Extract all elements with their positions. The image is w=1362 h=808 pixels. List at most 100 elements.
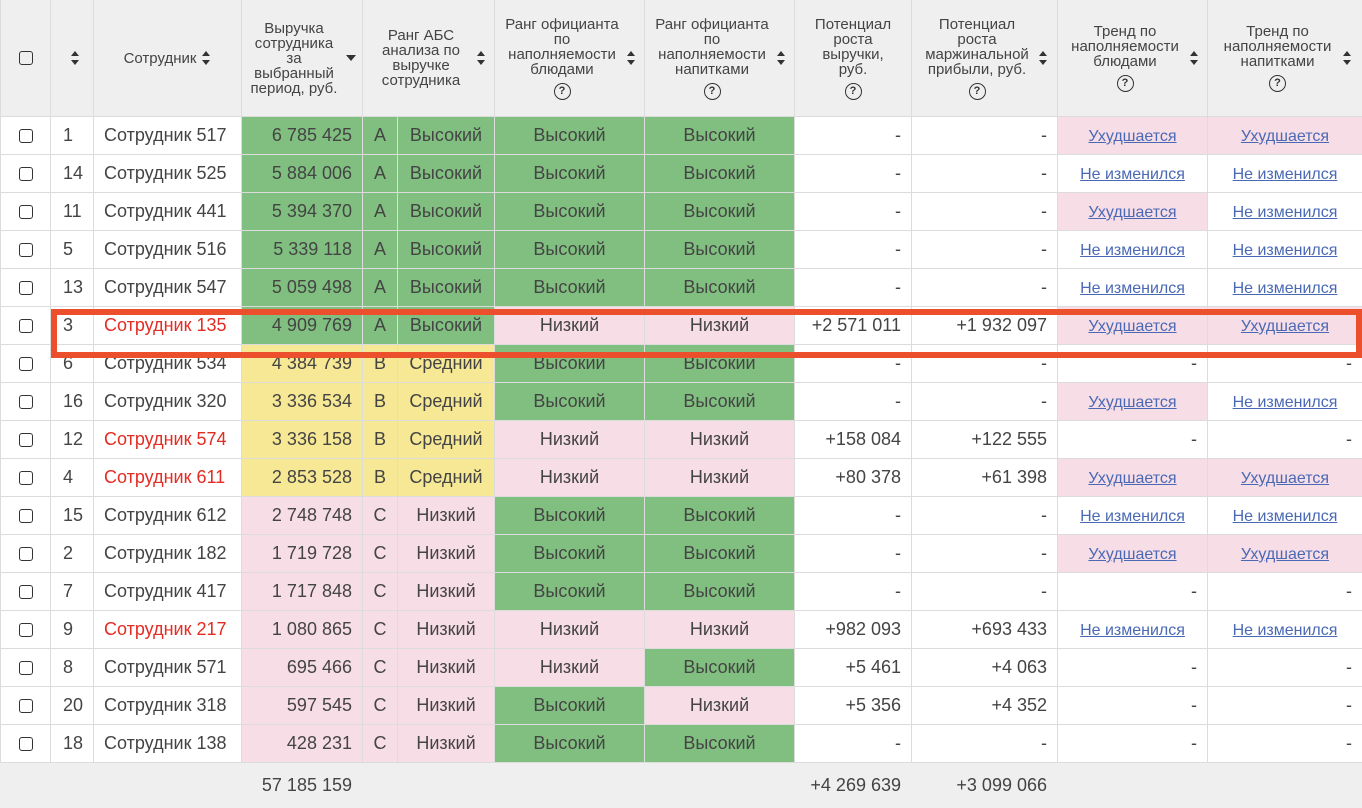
- row-checkbox[interactable]: [19, 623, 33, 637]
- row-checkbox[interactable]: [19, 699, 33, 713]
- row-checkbox[interactable]: [19, 661, 33, 675]
- help-icon[interactable]: ?: [554, 83, 571, 100]
- trend-link[interactable]: Ухудшается: [1088, 470, 1176, 487]
- header-employee[interactable]: Сотрудник: [94, 0, 242, 117]
- sort-icon[interactable]: [627, 51, 636, 65]
- row-select-cell: [1, 611, 51, 649]
- abc-letter-cell: A: [363, 193, 398, 231]
- trend-link[interactable]: Ухудшается: [1088, 318, 1176, 335]
- header-index[interactable]: [51, 0, 94, 117]
- row-checkbox[interactable]: [19, 547, 33, 561]
- revenue-growth-cell: +2 571 011: [795, 307, 912, 345]
- select-all-checkbox[interactable]: [19, 51, 33, 65]
- trend-link[interactable]: Не изменился: [1080, 622, 1185, 639]
- trend-link[interactable]: Не изменился: [1233, 394, 1338, 411]
- drinks-rank-cell: Высокий: [645, 573, 795, 611]
- trend-cell: -: [1208, 725, 1362, 763]
- help-icon[interactable]: ?: [845, 83, 862, 100]
- trend-link[interactable]: Не изменился: [1080, 280, 1185, 297]
- row-select-cell: [1, 573, 51, 611]
- row-checkbox[interactable]: [19, 471, 33, 485]
- trend-link[interactable]: Не изменился: [1080, 242, 1185, 259]
- revenue-cell: 2 853 528: [242, 459, 363, 497]
- trend-link[interactable]: Ухудшается: [1088, 128, 1176, 145]
- sort-icon[interactable]: [71, 51, 80, 65]
- row-checkbox[interactable]: [19, 319, 33, 333]
- trend-link[interactable]: Не изменился: [1233, 622, 1338, 639]
- help-icon[interactable]: ?: [969, 83, 986, 100]
- row-checkbox[interactable]: [19, 281, 33, 295]
- margin-growth-cell: -: [912, 383, 1058, 421]
- header-trend-dishes[interactable]: Тренд по наполняемости блюдами?: [1058, 0, 1208, 117]
- row-checkbox[interactable]: [19, 243, 33, 257]
- drinks-rank-cell: Низкий: [645, 459, 795, 497]
- help-icon[interactable]: ?: [1269, 75, 1286, 92]
- sort-icon[interactable]: [777, 51, 786, 65]
- trend-link[interactable]: Не изменился: [1080, 166, 1185, 183]
- sort-desc-icon[interactable]: [346, 55, 356, 61]
- dishes-rank-cell: Высокий: [495, 231, 645, 269]
- trend-cell: Ухудшается: [1208, 535, 1362, 573]
- sort-icon[interactable]: [202, 51, 211, 65]
- header-dishes-rank[interactable]: Ранг официанта по наполняемости блюдами?: [495, 0, 645, 117]
- trend-link[interactable]: Не изменился: [1233, 280, 1338, 297]
- row-checkbox[interactable]: [19, 395, 33, 409]
- trend-link[interactable]: Не изменился: [1233, 166, 1338, 183]
- trend-link[interactable]: Ухудшается: [1088, 204, 1176, 221]
- trend-link[interactable]: Не изменился: [1080, 508, 1185, 525]
- row-checkbox[interactable]: [19, 167, 33, 181]
- row-checkbox[interactable]: [19, 737, 33, 751]
- header-margin-growth[interactable]: Потенциал роста маржинальной прибыли, ру…: [912, 0, 1058, 117]
- sort-icon[interactable]: [1190, 51, 1199, 65]
- abc-rank-cell: Высокий: [398, 117, 495, 155]
- header-trend-drinks[interactable]: Тренд по наполняемости напитками?: [1208, 0, 1362, 117]
- margin-growth-cell: +1 932 097: [912, 307, 1058, 345]
- margin-growth-cell: -: [912, 535, 1058, 573]
- row-checkbox[interactable]: [19, 509, 33, 523]
- sort-icon[interactable]: [1343, 51, 1352, 65]
- row-checkbox[interactable]: [19, 129, 33, 143]
- header-abc-rank[interactable]: Ранг АБС анализа по выручке сотрудника: [363, 0, 495, 117]
- sort-icon[interactable]: [477, 51, 486, 65]
- row-checkbox[interactable]: [19, 357, 33, 371]
- trend-link[interactable]: Ухудшается: [1241, 546, 1329, 563]
- row-checkbox[interactable]: [19, 205, 33, 219]
- trend-link[interactable]: Не изменился: [1233, 204, 1338, 221]
- header-select-all[interactable]: [1, 0, 51, 117]
- trend-link[interactable]: Ухудшается: [1088, 546, 1176, 563]
- help-icon[interactable]: ?: [1117, 75, 1134, 92]
- header-revenue[interactable]: Выручка сотрудника за выбранный период, …: [242, 0, 363, 117]
- row-checkbox[interactable]: [19, 433, 33, 447]
- abc-rank-cell: Низкий: [398, 535, 495, 573]
- header-drinks-rank[interactable]: Ранг официанта по наполняемости напиткам…: [645, 0, 795, 117]
- abc-rank-cell: Высокий: [398, 155, 495, 193]
- trend-link[interactable]: Ухудшается: [1241, 470, 1329, 487]
- row-checkbox[interactable]: [19, 585, 33, 599]
- trend-link[interactable]: Ухудшается: [1241, 128, 1329, 145]
- trend-link[interactable]: Не изменился: [1233, 508, 1338, 525]
- trend-link[interactable]: Ухудшается: [1088, 394, 1176, 411]
- trend-cell: Ухудшается: [1058, 535, 1208, 573]
- trend-link[interactable]: Ухудшается: [1241, 318, 1329, 335]
- help-icon[interactable]: ?: [704, 83, 721, 100]
- trend-link[interactable]: Не изменился: [1233, 242, 1338, 259]
- header-revenue-growth[interactable]: Потенциал роста выручки, руб.?: [795, 0, 912, 117]
- sort-icon[interactable]: [1039, 51, 1048, 65]
